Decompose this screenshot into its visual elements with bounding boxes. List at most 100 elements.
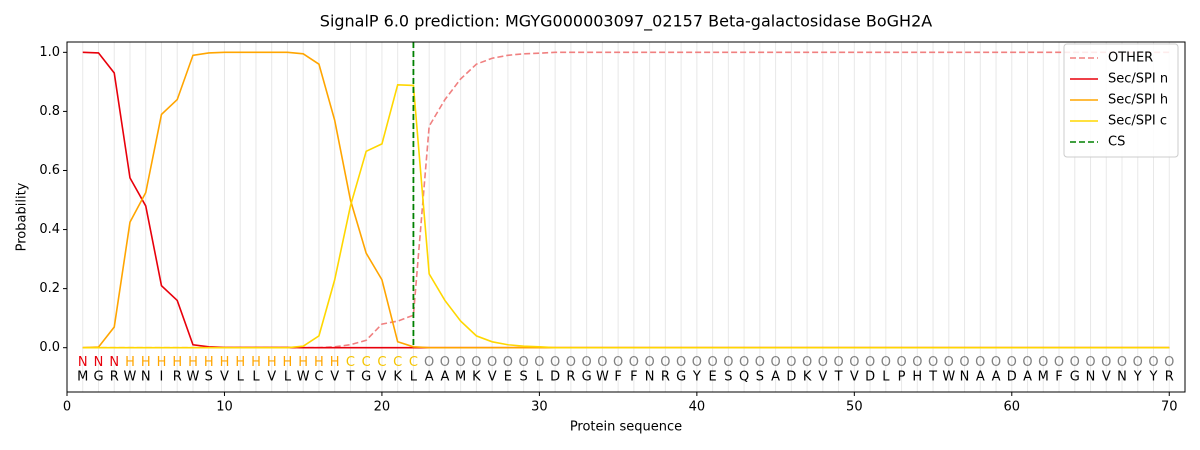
residue-label: E xyxy=(504,370,512,385)
residue-label: A xyxy=(425,370,434,385)
region-label: O xyxy=(1038,355,1048,370)
region-label: C xyxy=(362,355,371,370)
region-label: H xyxy=(188,355,198,370)
region-label: O xyxy=(849,355,859,370)
residue-label: H xyxy=(912,370,922,385)
region-label: N xyxy=(94,355,104,370)
region-label: O xyxy=(503,355,513,370)
residue-label: S xyxy=(520,370,528,385)
residue-label: R xyxy=(661,370,670,385)
region-label: O xyxy=(629,355,639,370)
region-label: N xyxy=(109,355,119,370)
residue-label: L xyxy=(410,370,418,385)
x-tick-label: 30 xyxy=(531,400,548,415)
region-label: O xyxy=(770,355,780,370)
x-tick-label: 50 xyxy=(846,400,863,415)
region-label: O xyxy=(928,355,938,370)
residue-label: I xyxy=(160,370,164,385)
region-label: O xyxy=(1054,355,1064,370)
residue-label: T xyxy=(928,370,937,385)
region-label: O xyxy=(802,355,812,370)
residue-label: D xyxy=(865,370,875,385)
region-label: H xyxy=(267,355,277,370)
residue-label: V xyxy=(267,370,276,385)
residue-label: R xyxy=(173,370,182,385)
region-label: O xyxy=(534,355,544,370)
region-label: H xyxy=(298,355,308,370)
region-label: O xyxy=(959,355,969,370)
residue-label: K xyxy=(803,370,812,385)
region-label: H xyxy=(314,355,324,370)
region-label: O xyxy=(597,355,607,370)
residue-label: A xyxy=(1023,370,1032,385)
residue-label: F xyxy=(630,370,637,385)
region-label: O xyxy=(424,355,434,370)
residue-label: K xyxy=(393,370,402,385)
residue-label: L xyxy=(536,370,544,385)
region-label: N xyxy=(78,355,88,370)
region-label: O xyxy=(881,355,891,370)
residue-label: V xyxy=(818,370,827,385)
region-label: O xyxy=(471,355,481,370)
region-label: H xyxy=(125,355,135,370)
residue-label: R xyxy=(1165,370,1174,385)
residue-label: A xyxy=(976,370,985,385)
region-label: O xyxy=(692,355,702,370)
region-label: O xyxy=(707,355,717,370)
residue-label: G xyxy=(676,370,686,385)
residue-label: M xyxy=(455,370,466,385)
y-tick-label: 0.6 xyxy=(39,163,60,178)
residue-label: V xyxy=(850,370,859,385)
residue-label: F xyxy=(614,370,621,385)
residue-label: D xyxy=(550,370,560,385)
region-label: H xyxy=(172,355,182,370)
residue-label: E xyxy=(708,370,716,385)
region-label: O xyxy=(519,355,529,370)
region-label: H xyxy=(220,355,230,370)
residue-label: N xyxy=(1117,370,1127,385)
residue-label: M xyxy=(77,370,88,385)
residue-label: M xyxy=(1038,370,1049,385)
legend-label: Sec/SPI c xyxy=(1108,114,1167,129)
region-label: O xyxy=(723,355,733,370)
residue-label: N xyxy=(645,370,655,385)
residue-label: N xyxy=(141,370,151,385)
residue-label: C xyxy=(314,370,323,385)
region-label: O xyxy=(1085,355,1095,370)
y-axis-label: Probability xyxy=(15,182,30,251)
region-label: O xyxy=(582,355,592,370)
region-label: O xyxy=(896,355,906,370)
residue-label: Y xyxy=(692,370,701,385)
residue-label: L xyxy=(237,370,245,385)
region-label: O xyxy=(660,355,670,370)
region-label: O xyxy=(944,355,954,370)
residue-label: V xyxy=(488,370,497,385)
region-label: O xyxy=(991,355,1001,370)
residue-label: L xyxy=(284,370,292,385)
residue-label: N xyxy=(960,370,970,385)
region-label: H xyxy=(141,355,151,370)
residue-label: G xyxy=(361,370,371,385)
residue-label: T xyxy=(345,370,354,385)
residue-label: Y xyxy=(1149,370,1158,385)
region-label: O xyxy=(818,355,828,370)
residue-label: V xyxy=(220,370,229,385)
residue-label: L xyxy=(252,370,260,385)
residue-label: G xyxy=(93,370,103,385)
residue-label: V xyxy=(1102,370,1111,385)
region-label: O xyxy=(1022,355,1032,370)
residue-label: Y xyxy=(1133,370,1142,385)
residue-label: R xyxy=(566,370,575,385)
region-label: C xyxy=(393,355,402,370)
region-label: H xyxy=(330,355,340,370)
residue-label: D xyxy=(1007,370,1017,385)
region-label: O xyxy=(833,355,843,370)
residue-label: S xyxy=(724,370,732,385)
residue-label: D xyxy=(786,370,796,385)
region-label: O xyxy=(975,355,985,370)
residue-label: A xyxy=(440,370,449,385)
residue-label: L xyxy=(882,370,890,385)
region-label: O xyxy=(739,355,749,370)
region-label: H xyxy=(204,355,214,370)
